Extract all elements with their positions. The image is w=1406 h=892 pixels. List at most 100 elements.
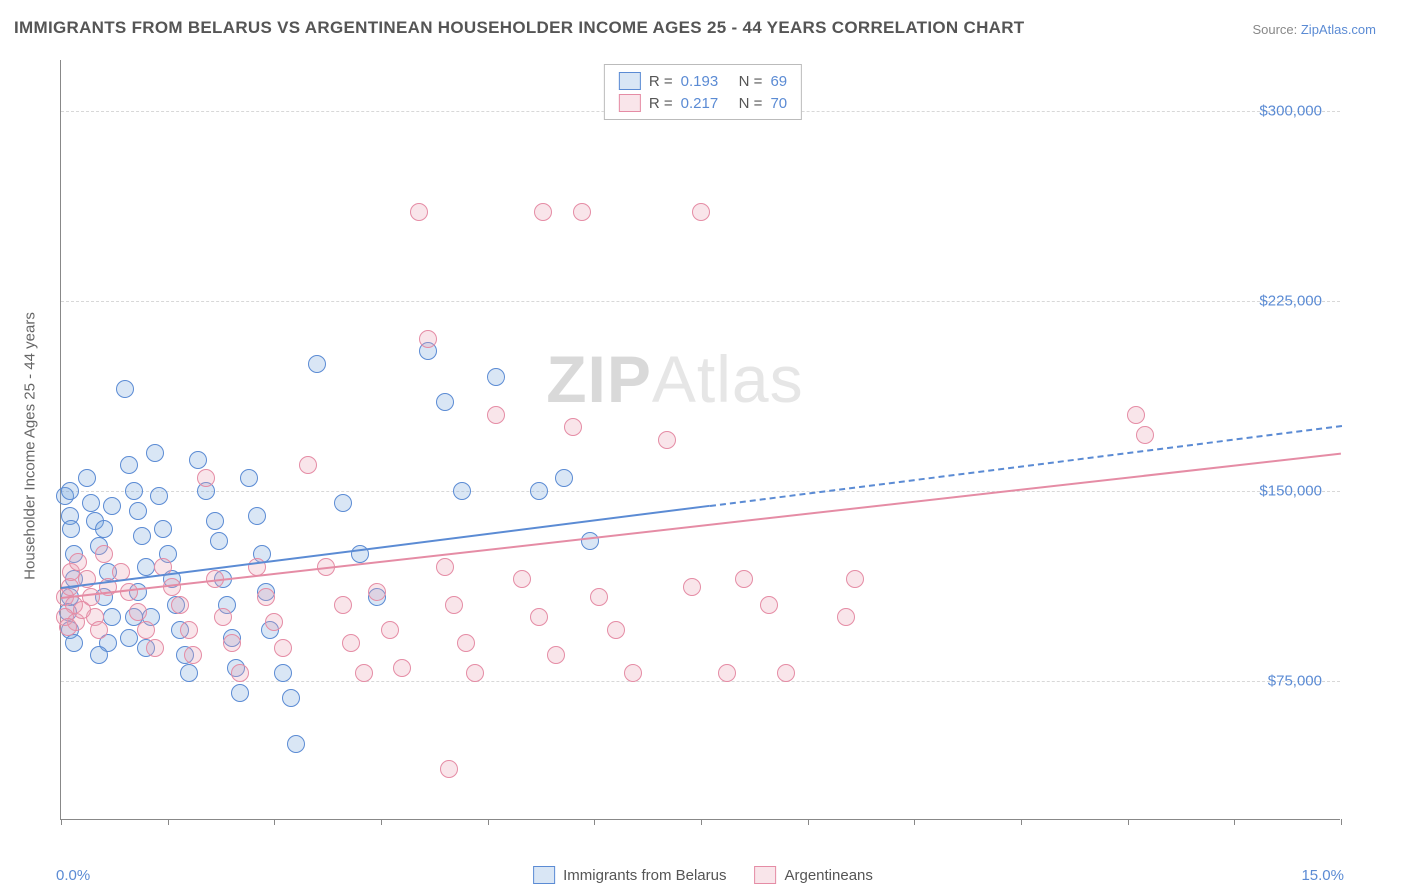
data-point (78, 469, 96, 487)
data-point (265, 613, 283, 631)
y-tick-label: $300,000 (1259, 102, 1322, 119)
data-point (129, 603, 147, 621)
legend-n-label: N = (726, 73, 762, 90)
legend-r-label: R = (649, 95, 673, 112)
data-point (150, 487, 168, 505)
legend-r-value: 0.193 (681, 73, 719, 90)
data-point (530, 482, 548, 500)
legend-n-value: 69 (770, 73, 787, 90)
data-point (777, 664, 795, 682)
data-point (534, 203, 552, 221)
data-point (436, 558, 454, 576)
data-point (419, 330, 437, 348)
data-point (223, 634, 241, 652)
legend-swatch (619, 94, 641, 112)
data-point (1127, 406, 1145, 424)
y-tick-label: $150,000 (1259, 482, 1322, 499)
data-point (197, 469, 215, 487)
data-point (334, 494, 352, 512)
data-point (103, 497, 121, 515)
data-point (154, 520, 172, 538)
x-tick (488, 819, 489, 825)
legend-r-value: 0.217 (681, 95, 719, 112)
data-point (837, 608, 855, 626)
data-point (564, 418, 582, 436)
trend-line (709, 425, 1341, 507)
x-axis-max-label: 15.0% (1301, 867, 1344, 884)
x-tick (381, 819, 382, 825)
data-point (342, 634, 360, 652)
stats-legend: R = 0.193 N = 69R = 0.217 N = 70 (604, 64, 802, 120)
data-point (95, 545, 113, 563)
data-point (214, 608, 232, 626)
data-point (436, 393, 454, 411)
data-point (299, 456, 317, 474)
data-point (95, 520, 113, 538)
y-tick-label: $75,000 (1268, 672, 1322, 689)
x-axis-min-label: 0.0% (56, 867, 90, 884)
data-point (184, 646, 202, 664)
data-point (189, 451, 207, 469)
watermark-bold: ZIP (546, 342, 652, 416)
data-point (171, 596, 189, 614)
x-tick (61, 819, 62, 825)
data-point (355, 664, 373, 682)
data-point (240, 469, 258, 487)
data-point (137, 558, 155, 576)
data-point (555, 469, 573, 487)
data-point (683, 578, 701, 596)
data-point (735, 570, 753, 588)
gridline (61, 681, 1340, 682)
data-point (206, 512, 224, 530)
x-tick (594, 819, 595, 825)
data-point (530, 608, 548, 626)
data-point (393, 659, 411, 677)
legend-n-value: 70 (770, 95, 787, 112)
legend-series-name: Immigrants from Belarus (563, 867, 726, 884)
data-point (59, 618, 77, 636)
data-point (61, 482, 79, 500)
gridline (61, 301, 1340, 302)
x-tick (168, 819, 169, 825)
data-point (692, 203, 710, 221)
data-point (120, 629, 138, 647)
x-tick (808, 819, 809, 825)
legend-item: Argentineans (754, 866, 872, 884)
data-point (445, 596, 463, 614)
source-link[interactable]: ZipAtlas.com (1301, 22, 1376, 37)
data-point (180, 664, 198, 682)
source-label: Source: ZipAtlas.com (1252, 22, 1376, 37)
series-legend: Immigrants from Belarus Argentineans (533, 866, 873, 884)
data-point (257, 588, 275, 606)
chart-title: IMMIGRANTS FROM BELARUS VS ARGENTINEAN H… (14, 18, 1025, 38)
legend-swatch (754, 866, 776, 884)
legend-row: R = 0.193 N = 69 (619, 70, 787, 92)
legend-swatch (619, 72, 641, 90)
data-point (466, 664, 484, 682)
data-point (513, 570, 531, 588)
data-point (274, 664, 292, 682)
data-point (231, 664, 249, 682)
data-point (573, 203, 591, 221)
data-point (440, 760, 458, 778)
x-tick (274, 819, 275, 825)
y-tick-label: $225,000 (1259, 292, 1322, 309)
legend-r-label: R = (649, 73, 673, 90)
watermark-light: Atlas (652, 342, 804, 416)
data-point (846, 570, 864, 588)
data-point (658, 431, 676, 449)
data-point (453, 482, 471, 500)
legend-item: Immigrants from Belarus (533, 866, 726, 884)
data-point (120, 456, 138, 474)
data-point (607, 621, 625, 639)
correlation-chart: IMMIGRANTS FROM BELARUS VS ARGENTINEAN H… (0, 0, 1406, 892)
data-point (487, 368, 505, 386)
data-point (129, 502, 147, 520)
data-point (1136, 426, 1154, 444)
data-point (457, 634, 475, 652)
x-tick (701, 819, 702, 825)
data-point (547, 646, 565, 664)
data-point (282, 689, 300, 707)
data-point (248, 507, 266, 525)
trend-line (61, 505, 710, 589)
